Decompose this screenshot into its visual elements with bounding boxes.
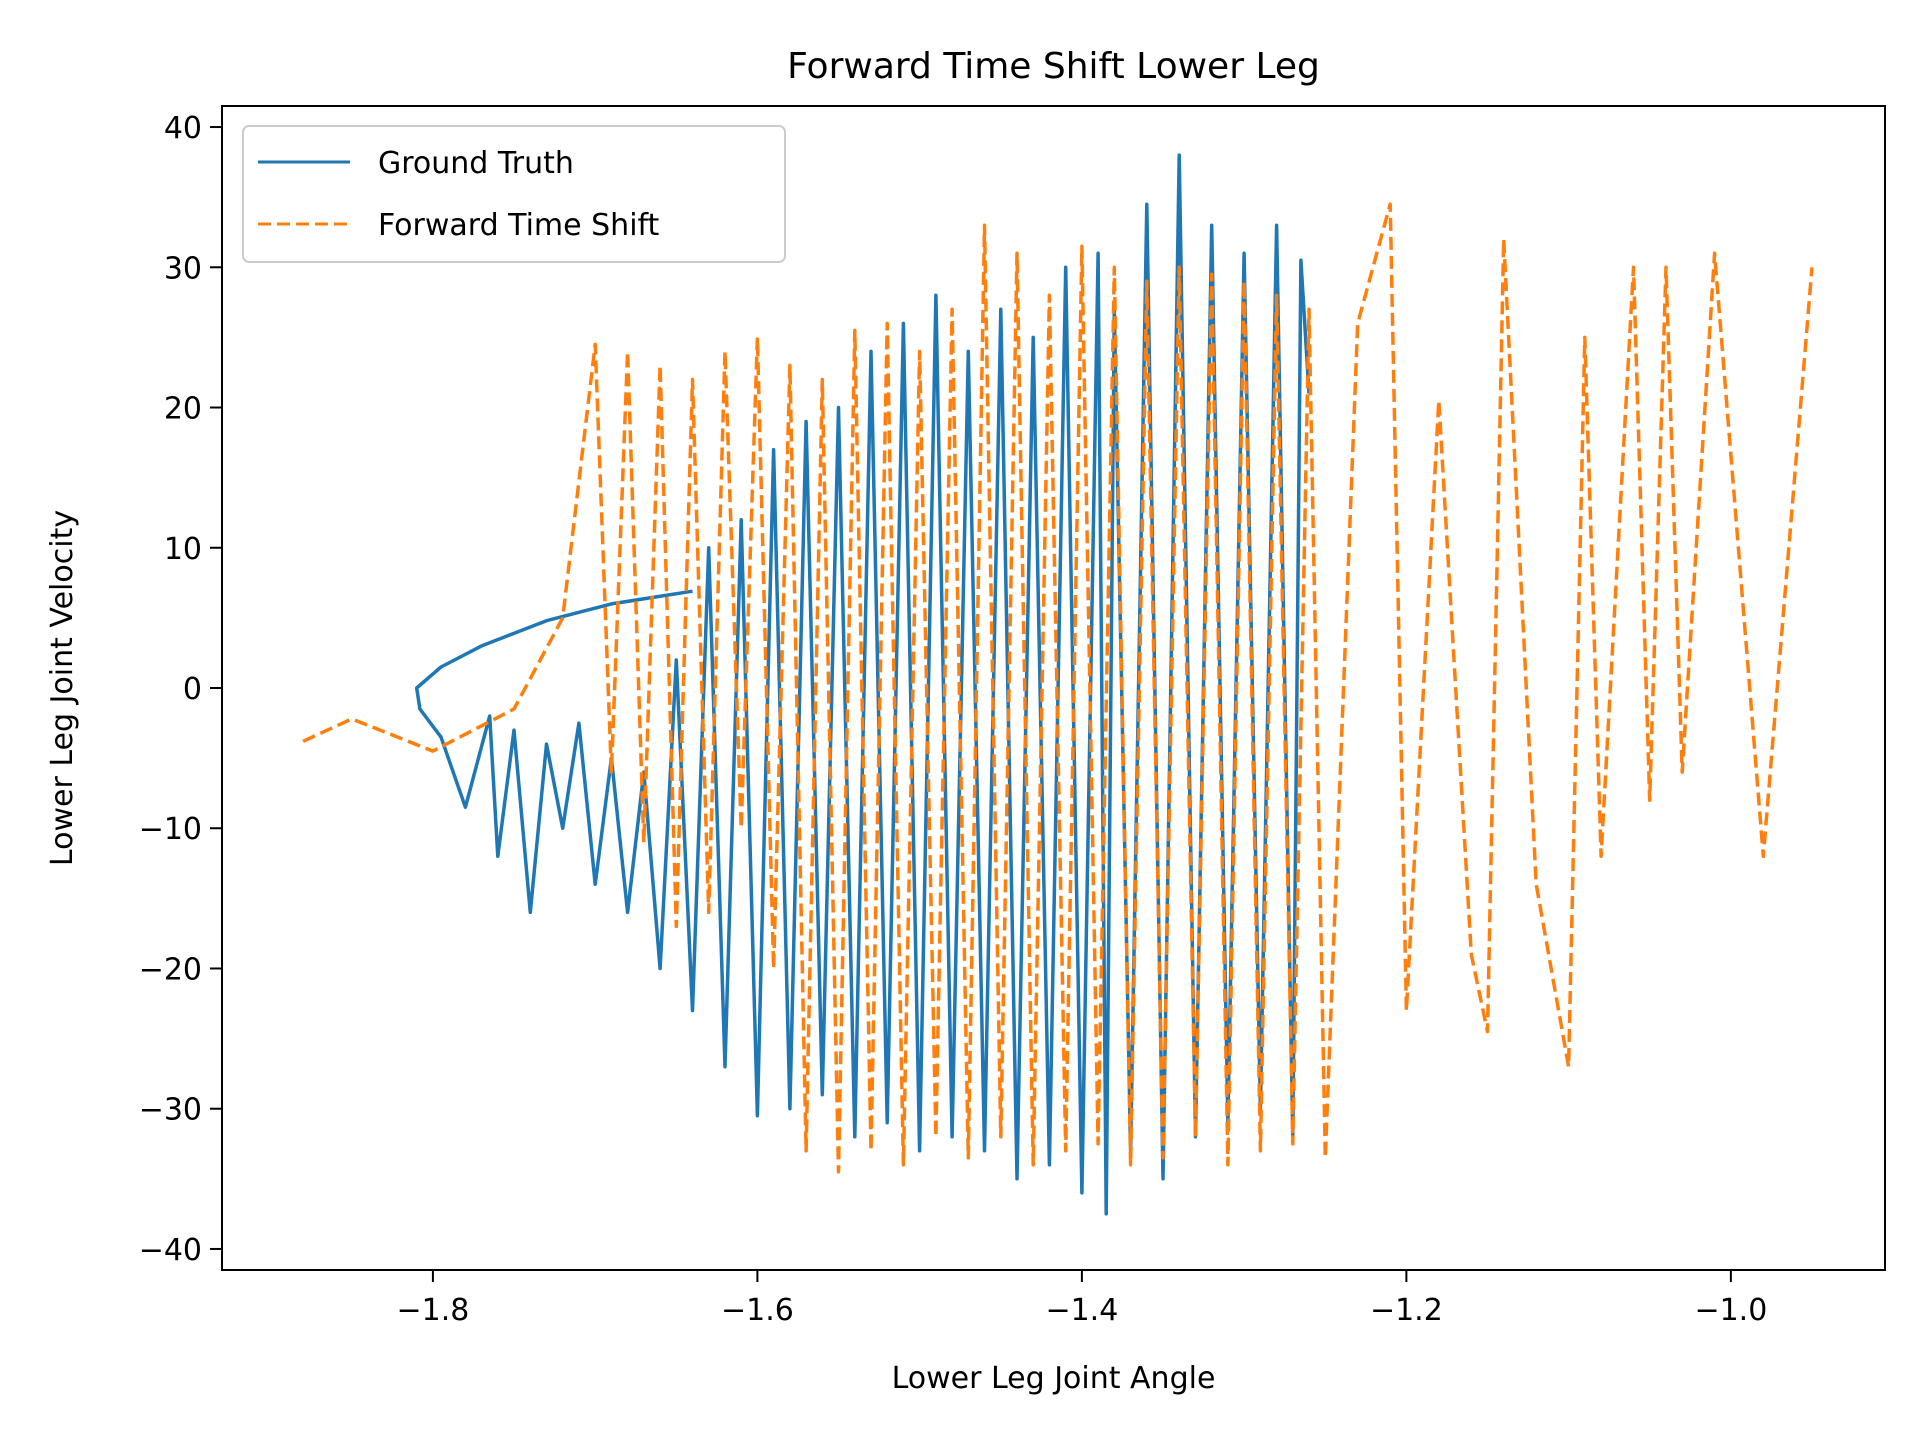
y-tick-label: −10 (139, 812, 202, 847)
legend-label-ground-truth: Ground Truth (378, 146, 574, 181)
y-tick-label: 10 (164, 532, 202, 567)
x-tick-label: −1.0 (1694, 1293, 1767, 1328)
legend-box (242, 125, 786, 263)
legend: Ground Truth Forward Time Shift (242, 125, 786, 263)
plot-area (221, 105, 1886, 1271)
y-axis-label: Lower Leg Joint Velocity (45, 510, 80, 866)
y-tick-label: −20 (139, 952, 202, 987)
y-tick-label: 20 (164, 392, 202, 427)
y-tick-label: 30 (164, 251, 202, 286)
series-line-forward-time-shift (302, 202, 1814, 1174)
y-tick-label: −30 (139, 1093, 202, 1128)
axes-background (222, 106, 1885, 1270)
x-axis: −1.8 −1.6 −1.4 −1.2 −1.0 (396, 1270, 1767, 1328)
legend-label-forward-time-shift: Forward Time Shift (378, 208, 660, 243)
x-tick-label: −1.8 (396, 1293, 469, 1328)
y-tick-label: 40 (164, 111, 202, 146)
y-tick-label: 0 (183, 672, 202, 707)
x-tick-label: −1.4 (1045, 1293, 1118, 1328)
y-tick-label: −40 (139, 1233, 202, 1268)
x-axis-label: Lower Leg Joint Angle (892, 1361, 1216, 1396)
series-layer (302, 153, 1814, 1216)
x-tick-label: −1.6 (721, 1293, 794, 1328)
x-tick-label: −1.2 (1370, 1293, 1443, 1328)
chart-title: Forward Time Shift Lower Leg (787, 46, 1320, 87)
y-axis: −40 −30 −20 −10 0 10 20 30 40 (139, 111, 222, 1268)
